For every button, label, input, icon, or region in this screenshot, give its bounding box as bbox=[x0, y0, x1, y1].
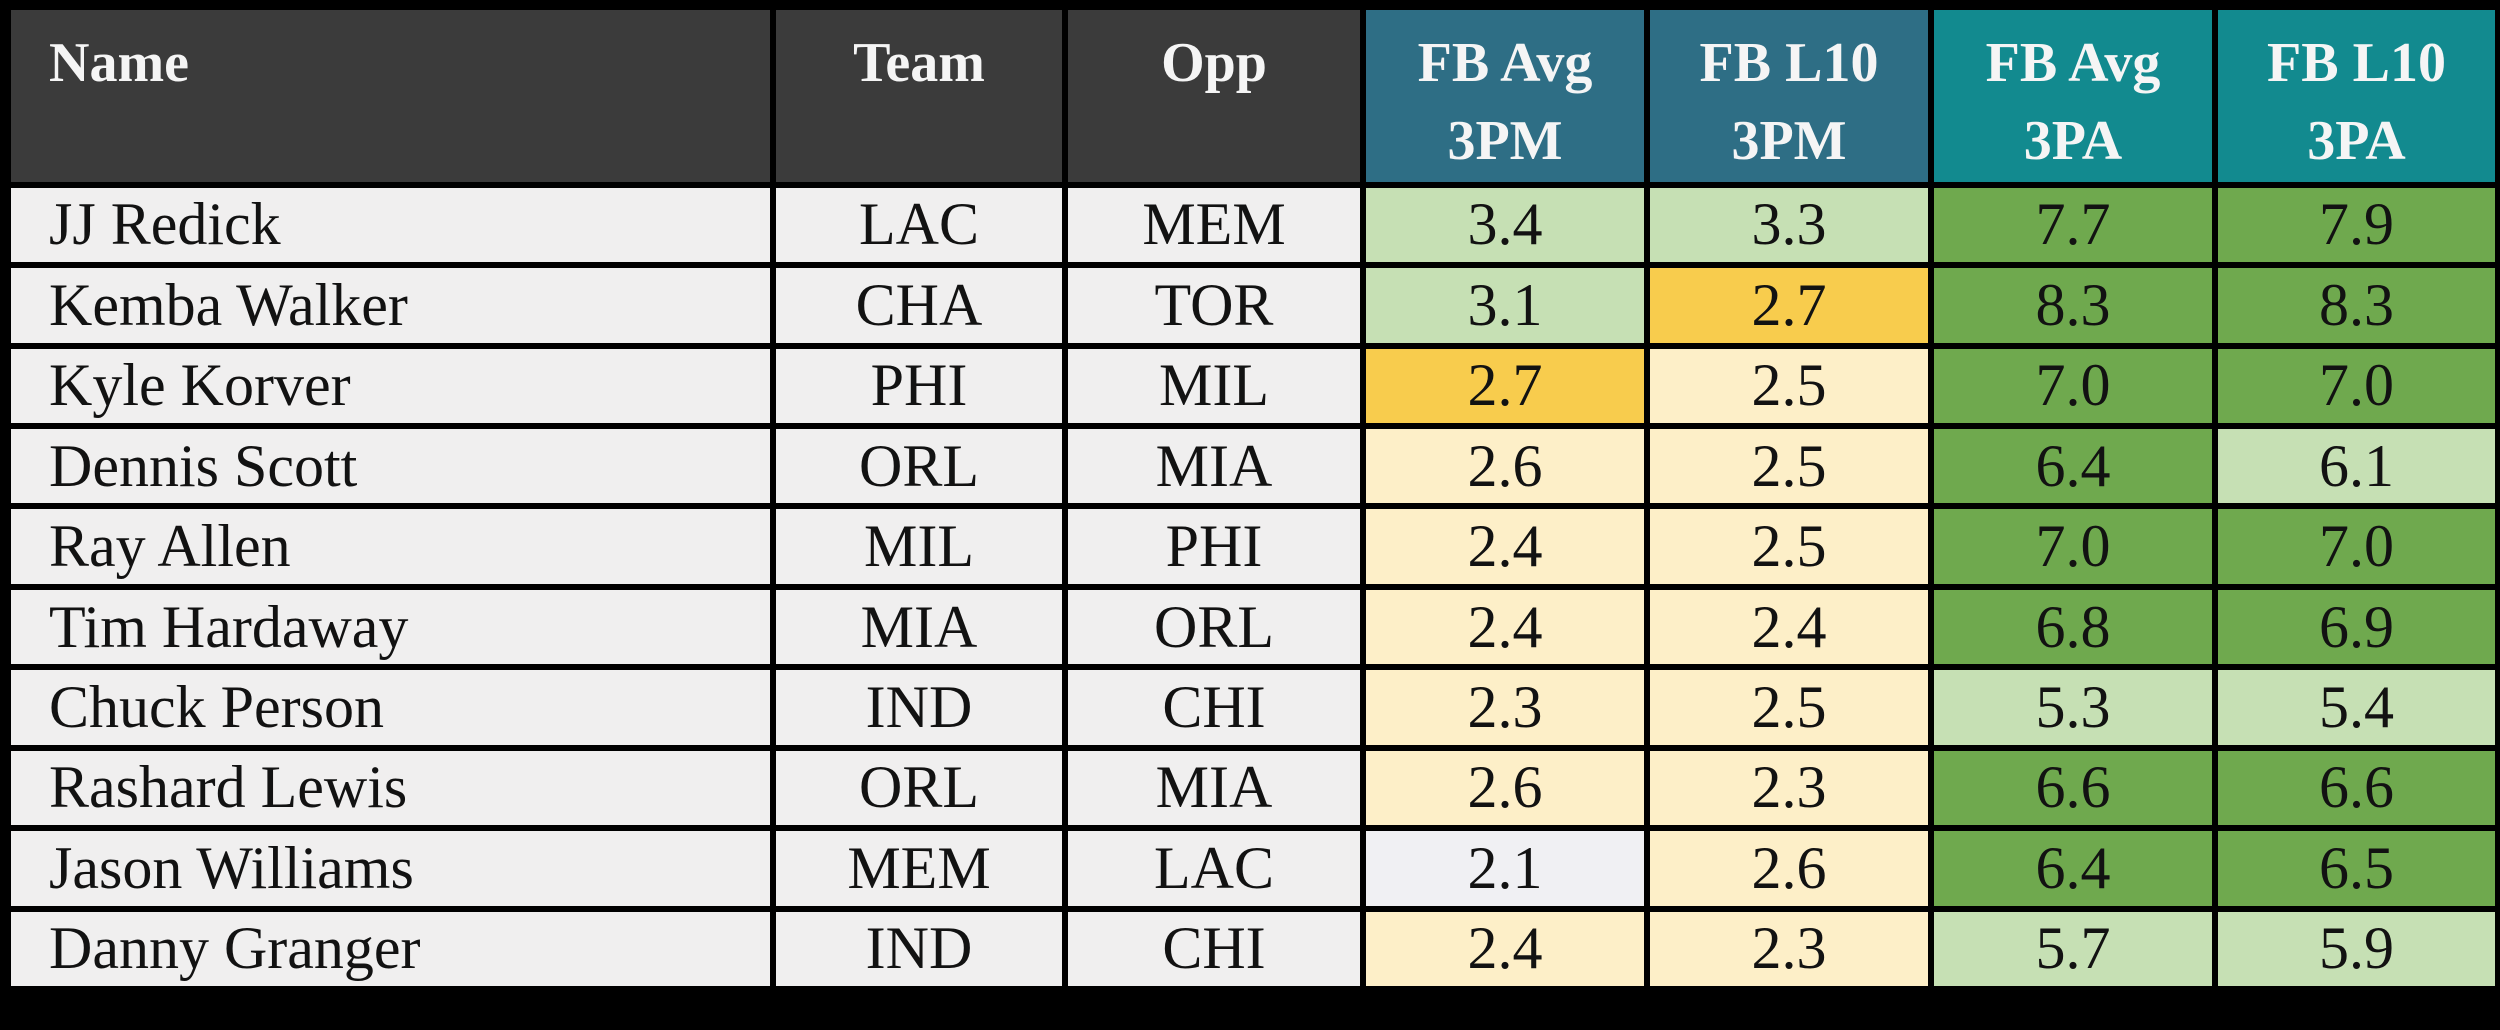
table-row: JJ Redick LAC MEM 3.4 3.3 7.7 7.9 bbox=[5, 181, 2500, 269]
team-cell: IND bbox=[770, 664, 1068, 751]
table-row: Ray Allen MIL PHI 2.4 2.5 7.0 7.0 bbox=[5, 503, 2500, 590]
stat-cell-fb-avg-3pm: 2.7 bbox=[1360, 342, 1650, 430]
column-header-fb-avg-3pm: FB Avg 3PM bbox=[1360, 4, 1650, 188]
table-row: Rashard Lewis ORL MIA 2.6 2.3 6.6 6.6 bbox=[5, 744, 2500, 832]
opp-cell: MEM bbox=[1062, 181, 1366, 269]
table-row: Kyle Korver PHI MIL 2.7 2.5 7.0 7.0 bbox=[5, 342, 2500, 430]
table-row: Tim Hardaway MIA ORL 2.4 2.4 6.8 6.9 bbox=[5, 583, 2500, 671]
stat-cell-fb-l10-3pa: 6.1 bbox=[2212, 423, 2500, 510]
player-name-cell: Chuck Person bbox=[5, 664, 776, 751]
stat-cell-fb-l10-3pa: 7.0 bbox=[2212, 503, 2500, 590]
opp-cell: LAC bbox=[1062, 825, 1366, 912]
stat-cell-fb-avg-3pm: 2.6 bbox=[1360, 744, 1650, 832]
stat-cell-fb-avg-3pa: 7.0 bbox=[1928, 342, 2218, 430]
table-row: Jason Williams MEM LAC 2.1 2.6 6.4 6.5 bbox=[5, 825, 2500, 912]
team-cell: CHA bbox=[770, 262, 1068, 349]
stat-cell-fb-l10-3pm: 2.7 bbox=[1644, 262, 1934, 349]
stat-cell-fb-l10-3pm: 2.5 bbox=[1644, 423, 1934, 510]
player-name-cell: Ray Allen bbox=[5, 503, 776, 590]
stat-cell-fb-avg-3pm: 2.4 bbox=[1360, 905, 1650, 993]
player-name-cell: Dennis Scott bbox=[5, 423, 776, 510]
stat-cell-fb-avg-3pm: 2.4 bbox=[1360, 503, 1650, 590]
opp-cell: CHI bbox=[1062, 905, 1366, 993]
stat-cell-fb-l10-3pa: 8.3 bbox=[2212, 262, 2500, 349]
stat-cell-fb-l10-3pa: 6.6 bbox=[2212, 744, 2500, 832]
column-header-team: Team bbox=[770, 4, 1068, 188]
team-cell: ORL bbox=[770, 423, 1068, 510]
opp-cell: CHI bbox=[1062, 664, 1366, 751]
stat-cell-fb-avg-3pm: 2.1 bbox=[1360, 825, 1650, 912]
stat-cell-fb-l10-3pa: 5.4 bbox=[2212, 664, 2500, 751]
team-cell: MIA bbox=[770, 583, 1068, 671]
header-line: 3PA bbox=[2023, 110, 2123, 173]
team-cell: MIL bbox=[770, 503, 1068, 590]
table-row: Danny Granger IND CHI 2.4 2.3 5.7 5.9 bbox=[5, 905, 2500, 993]
header-line: FB L10 bbox=[2267, 32, 2446, 94]
header-line: FB Avg bbox=[1985, 32, 2161, 94]
stat-cell-fb-l10-3pm: 2.5 bbox=[1644, 342, 1934, 430]
stat-cell-fb-l10-3pm: 2.6 bbox=[1644, 825, 1934, 912]
stat-cell-fb-avg-3pa: 6.6 bbox=[1928, 744, 2218, 832]
stat-cell-fb-l10-3pm: 2.3 bbox=[1644, 905, 1934, 993]
header-line: 3PM bbox=[1447, 110, 1563, 173]
opp-cell: MIA bbox=[1062, 744, 1366, 832]
opp-cell: PHI bbox=[1062, 503, 1366, 590]
stat-cell-fb-l10-3pm: 2.5 bbox=[1644, 503, 1934, 590]
table-row: Kemba Walker CHA TOR 3.1 2.7 8.3 8.3 bbox=[5, 262, 2500, 349]
column-header-fb-avg-3pa: FB Avg 3PA bbox=[1928, 4, 2218, 188]
team-cell: LAC bbox=[770, 181, 1068, 269]
team-cell: IND bbox=[770, 905, 1068, 993]
opp-cell: MIA bbox=[1062, 423, 1366, 510]
stat-cell-fb-avg-3pm: 2.6 bbox=[1360, 423, 1650, 510]
player-name-cell: Tim Hardaway bbox=[5, 583, 776, 671]
stat-cell-fb-l10-3pm: 2.4 bbox=[1644, 583, 1934, 671]
stat-cell-fb-avg-3pm: 3.4 bbox=[1360, 181, 1650, 269]
column-header-opp: Opp bbox=[1062, 4, 1366, 188]
stat-cell-fb-l10-3pm: 2.5 bbox=[1644, 664, 1934, 751]
stat-cell-fb-avg-3pa: 6.8 bbox=[1928, 583, 2218, 671]
player-threes-stats-table: Name Team Opp FB Avg 3PM FB L10 3PM FB A… bbox=[5, 4, 2500, 993]
stat-cell-fb-l10-3pa: 6.5 bbox=[2212, 825, 2500, 912]
opp-cell: MIL bbox=[1062, 342, 1366, 430]
stat-cell-fb-avg-3pa: 5.7 bbox=[1928, 905, 2218, 993]
column-header-fb-l10-3pa: FB L10 3PA bbox=[2212, 4, 2500, 188]
stat-cell-fb-avg-3pa: 6.4 bbox=[1928, 825, 2218, 912]
stat-cell-fb-l10-3pm: 3.3 bbox=[1644, 181, 1934, 269]
stat-cell-fb-avg-3pa: 6.4 bbox=[1928, 423, 2218, 510]
stat-cell-fb-avg-3pa: 8.3 bbox=[1928, 262, 2218, 349]
column-header-name: Name bbox=[5, 4, 776, 188]
stat-cell-fb-l10-3pm: 2.3 bbox=[1644, 744, 1934, 832]
opp-cell: TOR bbox=[1062, 262, 1366, 349]
player-name-cell: Rashard Lewis bbox=[5, 744, 776, 832]
table-row: Dennis Scott ORL MIA 2.6 2.5 6.4 6.1 bbox=[5, 423, 2500, 510]
stat-cell-fb-l10-3pa: 6.9 bbox=[2212, 583, 2500, 671]
column-header-fb-l10-3pm: FB L10 3PM bbox=[1644, 4, 1934, 188]
header-line: FB Avg bbox=[1417, 32, 1593, 94]
stat-cell-fb-avg-3pm: 2.4 bbox=[1360, 583, 1650, 671]
stat-cell-fb-avg-3pm: 3.1 bbox=[1360, 262, 1650, 349]
stat-cell-fb-l10-3pa: 5.9 bbox=[2212, 905, 2500, 993]
player-name-cell: Kyle Korver bbox=[5, 342, 776, 430]
stat-cell-fb-l10-3pa: 7.0 bbox=[2212, 342, 2500, 430]
team-cell: ORL bbox=[770, 744, 1068, 832]
stat-cell-fb-avg-3pa: 5.3 bbox=[1928, 664, 2218, 751]
stat-cell-fb-avg-3pa: 7.7 bbox=[1928, 181, 2218, 269]
header-line: 3PM bbox=[1731, 110, 1847, 173]
table-row: Chuck Person IND CHI 2.3 2.5 5.3 5.4 bbox=[5, 664, 2500, 751]
header-line: FB L10 bbox=[1699, 32, 1879, 94]
player-name-cell: Danny Granger bbox=[5, 905, 776, 993]
header-line: 3PA bbox=[2307, 110, 2406, 173]
player-name-cell: Kemba Walker bbox=[5, 262, 776, 349]
stat-cell-fb-avg-3pa: 7.0 bbox=[1928, 503, 2218, 590]
team-cell: MEM bbox=[770, 825, 1068, 912]
player-name-cell: JJ Redick bbox=[5, 181, 776, 269]
stat-cell-fb-avg-3pm: 2.3 bbox=[1360, 664, 1650, 751]
team-cell: PHI bbox=[770, 342, 1068, 430]
header-row: Name Team Opp FB Avg 3PM FB L10 3PM FB A… bbox=[5, 4, 2500, 188]
player-name-cell: Jason Williams bbox=[5, 825, 776, 912]
opp-cell: ORL bbox=[1062, 583, 1366, 671]
stat-cell-fb-l10-3pa: 7.9 bbox=[2212, 181, 2500, 269]
